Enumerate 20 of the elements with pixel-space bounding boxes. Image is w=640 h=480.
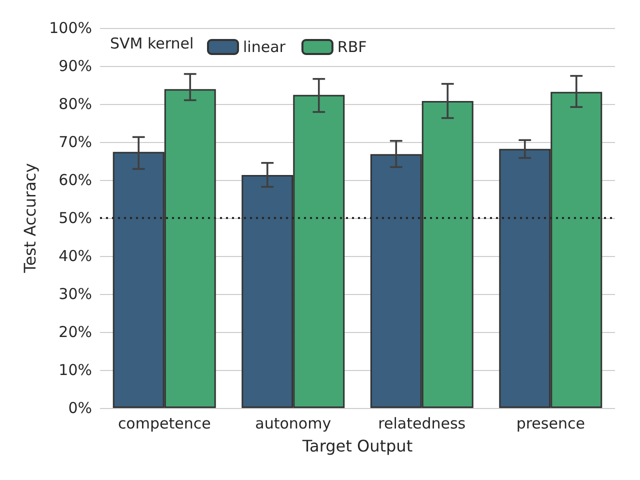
legend-label: RBF	[337, 38, 367, 56]
y-tick-label: 0%	[68, 399, 92, 417]
y-tick-label: 80%	[58, 95, 92, 113]
legend-title: SVM kernel	[110, 34, 194, 52]
x-tick-label: presence	[516, 414, 585, 432]
legend-label: linear	[243, 38, 286, 56]
y-tick-label: 40%	[58, 247, 92, 265]
y-tick-label: 50%	[58, 209, 92, 227]
y-tick-label: 60%	[58, 171, 92, 189]
y-tick-label: 20%	[58, 323, 92, 341]
x-tick-label: relatedness	[378, 414, 466, 432]
x-axis-title: Target Output	[301, 436, 413, 456]
y-tick-label: 10%	[58, 361, 92, 379]
y-tick-label: 70%	[58, 133, 92, 151]
x-tick-label: autonomy	[255, 414, 332, 432]
y-axis-title: Test Accuracy	[20, 163, 40, 274]
y-tick-label: 100%	[49, 19, 92, 37]
y-tick-label: 90%	[58, 57, 92, 75]
x-tick-label: competence	[118, 414, 211, 432]
y-tick-label: 30%	[58, 285, 92, 303]
